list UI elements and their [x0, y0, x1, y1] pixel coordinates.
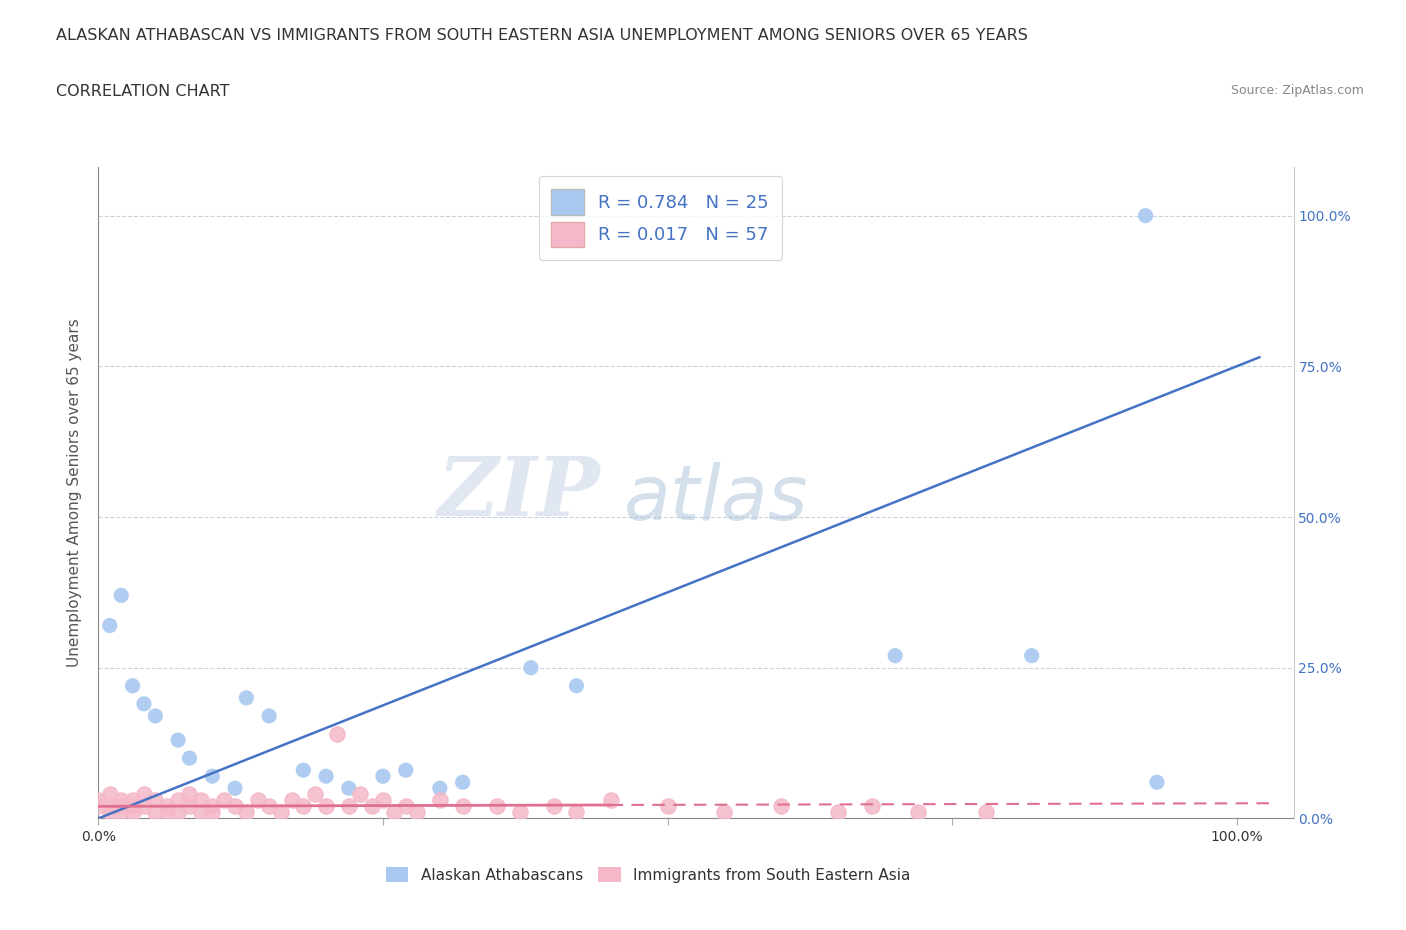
Point: [1021, 648, 1043, 663]
Point: [360, 799, 382, 814]
Point: [907, 805, 929, 820]
Point: [190, 793, 212, 808]
Point: [543, 799, 565, 814]
Point: [246, 793, 269, 808]
Point: [337, 799, 360, 814]
Point: [292, 799, 315, 814]
Point: [565, 805, 588, 820]
Point: [167, 733, 190, 748]
Point: [1146, 775, 1168, 790]
Text: ALASKAN ATHABASCAN VS IMMIGRANTS FROM SOUTH EASTERN ASIA UNEMPLOYMENT AMONG SENI: ALASKAN ATHABASCAN VS IMMIGRANTS FROM SO…: [56, 28, 1028, 43]
Point: [121, 805, 143, 820]
Point: [179, 751, 201, 765]
Point: [509, 805, 531, 820]
Point: [167, 805, 190, 820]
Point: [371, 769, 394, 784]
Point: [224, 781, 246, 796]
Point: [212, 793, 235, 808]
Point: [315, 769, 337, 784]
Point: [337, 781, 360, 796]
Point: [143, 793, 166, 808]
Point: [371, 793, 394, 808]
Point: [87, 799, 110, 814]
Point: [156, 799, 179, 814]
Point: [974, 805, 997, 820]
Point: [110, 805, 132, 820]
Point: [143, 709, 166, 724]
Point: [1135, 208, 1157, 223]
Point: [110, 793, 132, 808]
Point: [860, 799, 883, 814]
Point: [657, 799, 679, 814]
Point: [98, 787, 121, 802]
Text: atlas: atlas: [624, 462, 808, 537]
Point: [451, 799, 474, 814]
Point: [884, 648, 907, 663]
Point: [770, 799, 793, 814]
Point: [110, 799, 132, 814]
Point: [235, 690, 257, 705]
Point: [179, 787, 201, 802]
Point: [451, 775, 474, 790]
Point: [132, 697, 155, 711]
Point: [201, 805, 224, 820]
Y-axis label: Unemployment Among Seniors over 65 years: Unemployment Among Seniors over 65 years: [67, 319, 83, 668]
Point: [98, 805, 121, 820]
Point: [235, 805, 257, 820]
Point: [201, 799, 224, 814]
Point: [121, 793, 143, 808]
Point: [429, 793, 451, 808]
Point: [156, 805, 179, 820]
Point: [224, 799, 246, 814]
Point: [315, 799, 337, 814]
Point: [190, 805, 212, 820]
Point: [179, 799, 201, 814]
Point: [98, 618, 121, 633]
Point: [167, 793, 190, 808]
Point: [121, 678, 143, 693]
Point: [110, 588, 132, 603]
Point: [565, 678, 588, 693]
Point: [520, 660, 543, 675]
Point: [429, 781, 451, 796]
Point: [326, 726, 349, 741]
Point: [599, 793, 621, 808]
Point: [713, 805, 735, 820]
Point: [98, 799, 121, 814]
Point: [143, 805, 166, 820]
Point: [485, 799, 508, 814]
Point: [257, 709, 280, 724]
Point: [827, 805, 849, 820]
Point: [382, 805, 405, 820]
Point: [349, 787, 371, 802]
Point: [132, 799, 155, 814]
Legend: Alaskan Athabascans, Immigrants from South Eastern Asia: Alaskan Athabascans, Immigrants from Sou…: [380, 860, 917, 889]
Text: Source: ZipAtlas.com: Source: ZipAtlas.com: [1230, 84, 1364, 97]
Point: [406, 805, 429, 820]
Point: [87, 793, 110, 808]
Point: [304, 787, 326, 802]
Text: ZIP: ZIP: [437, 453, 600, 533]
Point: [257, 799, 280, 814]
Point: [132, 787, 155, 802]
Point: [201, 769, 224, 784]
Point: [395, 799, 418, 814]
Text: CORRELATION CHART: CORRELATION CHART: [56, 84, 229, 99]
Point: [281, 793, 304, 808]
Point: [270, 805, 292, 820]
Point: [292, 763, 315, 777]
Point: [395, 763, 418, 777]
Point: [121, 799, 143, 814]
